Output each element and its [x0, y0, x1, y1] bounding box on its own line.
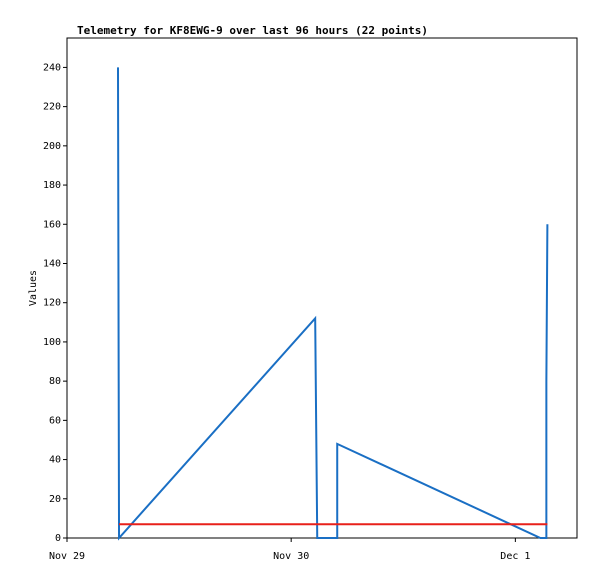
y-tick-label: 120	[43, 298, 61, 309]
x-tick-label: Nov 29	[49, 551, 85, 562]
y-tick-label: 180	[43, 180, 61, 191]
x-tick-label: Nov 30	[273, 551, 309, 562]
y-tick-label: 20	[49, 494, 61, 505]
chart-title: Telemetry for KF8EWG-9 over last 96 hour…	[77, 24, 428, 37]
x-tick-label: Dec 1	[500, 551, 530, 562]
y-tick-label: 220	[43, 102, 61, 113]
y-tick-label: 80	[49, 376, 61, 387]
series-line	[117, 67, 549, 541]
y-tick-label: 140	[43, 258, 61, 269]
y-tick-label: 0	[55, 533, 61, 544]
y-tick-label: 160	[43, 219, 61, 230]
y-tick-label: 240	[43, 62, 61, 73]
y-axis-label: Values	[28, 270, 39, 306]
plot-frame	[66, 37, 578, 539]
y-tick-label: 40	[49, 455, 61, 466]
y-tick-label: 60	[49, 415, 61, 426]
y-tick-label: 100	[43, 337, 61, 348]
y-tick-label: 200	[43, 141, 61, 152]
